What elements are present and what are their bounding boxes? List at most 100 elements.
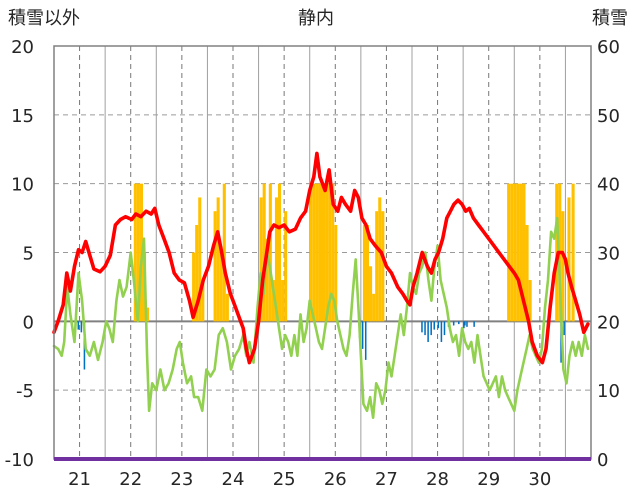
snow-bar-9 [213, 211, 217, 322]
left-tick-label-2: 10 [11, 175, 34, 196]
left-tick-label-6: -10 [5, 450, 34, 471]
precip-bar-15 [452, 321, 455, 326]
snow-bar-32 [362, 224, 366, 322]
precip-bar-1 [80, 321, 83, 333]
snow-bar-19 [274, 197, 279, 322]
snow-bar-7 [198, 197, 202, 322]
series-line-0 [52, 151, 590, 365]
snow-bar-5 [192, 252, 196, 322]
precip-bar-22 [563, 321, 565, 336]
snow-bar-44 [522, 183, 526, 322]
x-tick-label-3: 24 [222, 469, 245, 490]
snow-bar-1 [136, 183, 140, 322]
snow-bar-37 [378, 197, 382, 322]
x-tick-label-7: 28 [426, 469, 449, 490]
series-lines-layer [52, 151, 590, 419]
snow-bar-50 [567, 197, 571, 322]
snow-bar-22 [284, 211, 288, 322]
snow-bar-29 [328, 183, 332, 322]
x-tick-label-8: 29 [477, 469, 500, 490]
chart-title: 静内 [298, 8, 334, 29]
x-tick-label-6: 27 [375, 469, 398, 490]
x-tick-label-9: 30 [528, 469, 551, 490]
left-tick-label-5: -5 [16, 381, 34, 402]
x-tick-label-0: 21 [68, 469, 91, 490]
precip-bar-10 [433, 321, 436, 330]
left-tick-label-3: 5 [23, 244, 34, 265]
snow-bar-27 [321, 183, 326, 322]
right-axis-title: 積雪 [592, 8, 628, 29]
snow-bar-14 [259, 197, 263, 322]
precip-bar-13 [443, 321, 446, 336]
snow-bar-12 [222, 183, 226, 322]
snow-bar-24 [312, 183, 316, 322]
snow-bar-18 [271, 280, 275, 322]
snow-bar-25 [315, 183, 319, 322]
snow-bar-15 [262, 183, 266, 322]
snow-bar-45 [525, 224, 529, 322]
snow-bar-8 [201, 280, 205, 322]
precip-bar-6 [421, 321, 423, 333]
snow-bar-23 [309, 183, 313, 322]
left-axis-title: 積雪以外 [8, 8, 80, 29]
snow-bar-17 [268, 183, 272, 322]
snow-bar-21 [281, 280, 285, 322]
snow-bar-16 [265, 238, 269, 322]
right-tick-label-5: 10 [597, 381, 620, 402]
precip-bar-11 [437, 321, 440, 329]
snow-bar-40 [510, 183, 514, 322]
snow-bar-31 [334, 224, 338, 322]
precip-bar-5 [364, 321, 367, 360]
precip-bar-7 [424, 321, 426, 336]
precip-bar-16 [458, 321, 460, 325]
precip-bar-8 [427, 321, 429, 342]
snow-bar-46 [528, 280, 532, 322]
snow-bar-33 [365, 224, 370, 322]
snow-bar-10 [216, 197, 220, 322]
precip-bar-18 [464, 321, 466, 326]
right-tick-label-1: 50 [597, 106, 620, 127]
snow-bar-26 [318, 183, 322, 322]
snow-bar-36 [375, 211, 379, 322]
snow-bar-4 [146, 307, 150, 322]
snow-bar-0 [133, 183, 137, 322]
right-tick-label-2: 40 [597, 175, 620, 196]
precip-bar-17 [463, 321, 465, 329]
snow-bar-43 [519, 183, 523, 322]
right-tick-label-0: 60 [597, 37, 620, 58]
snow-bar-41 [513, 183, 517, 322]
x-tick-label-5: 26 [324, 469, 347, 490]
snow-bar-35 [372, 293, 376, 322]
snow-bar-51 [571, 183, 575, 322]
precip-bar-0 [77, 321, 80, 330]
series-line-1 [52, 216, 590, 419]
precip-bar-4 [361, 321, 364, 349]
x-tick-label-2: 23 [170, 469, 193, 490]
snow-bar-39 [507, 183, 511, 322]
left-tick-label-0: 20 [11, 37, 34, 58]
right-tick-label-3: 30 [597, 244, 620, 265]
precip-bar-19 [466, 321, 468, 327]
snow-bar-20 [278, 183, 282, 322]
snow-bar-28 [325, 183, 329, 322]
snow-bar-6 [195, 224, 199, 322]
right-tick-label-6: 0 [597, 450, 608, 471]
left-tick-label-1: 15 [11, 106, 34, 127]
precip-bar-12 [440, 321, 443, 342]
snow-bar-13 [225, 293, 229, 322]
x-tick-label-4: 25 [273, 469, 296, 490]
snow-bar-42 [516, 183, 520, 322]
x-tick-label-1: 22 [119, 469, 142, 490]
precip-bar-9 [430, 321, 432, 336]
left-tick-label-4: 0 [23, 312, 34, 333]
snow-bar-30 [331, 183, 335, 322]
right-tick-label-4: 20 [597, 312, 620, 333]
precip-bar-20 [473, 321, 475, 327]
snow-bar-11 [219, 252, 223, 322]
snow-bar-34 [369, 266, 373, 322]
snow-bar-38 [381, 211, 385, 322]
snow-bar-49 [561, 211, 565, 322]
